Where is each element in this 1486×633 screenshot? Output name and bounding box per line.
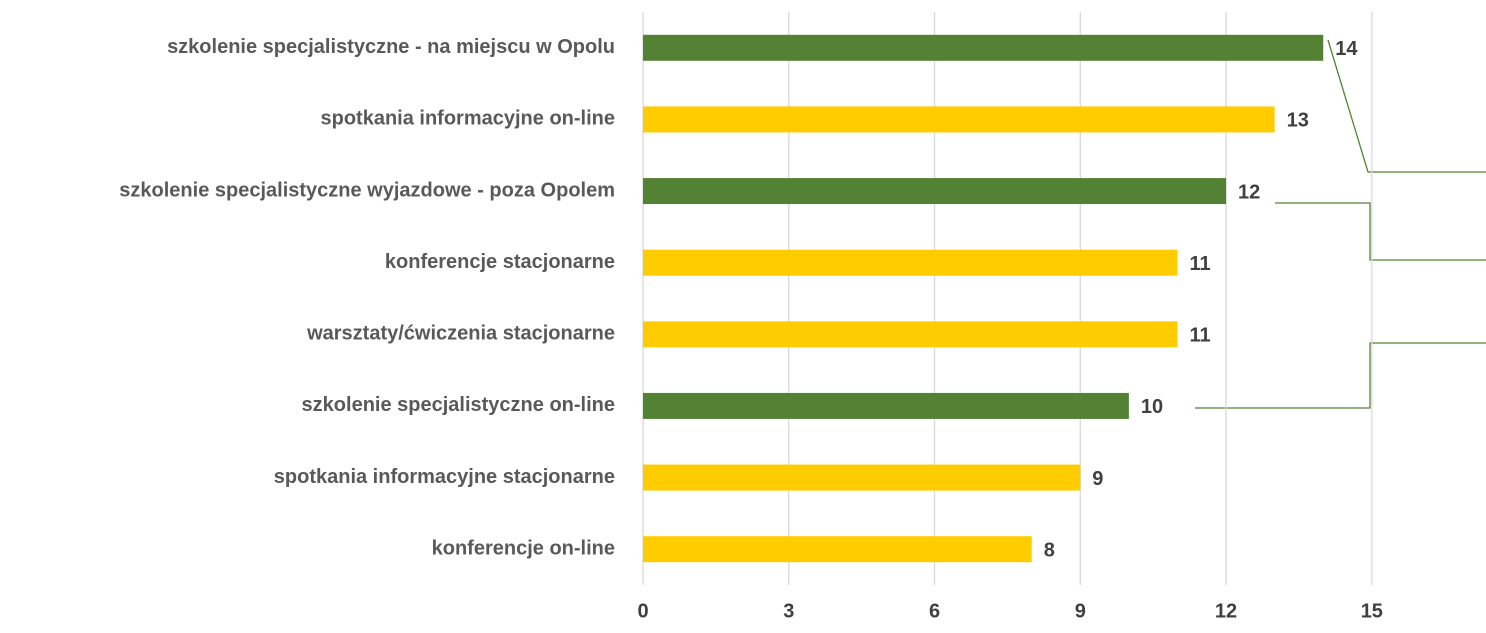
x-tick-label: 9 bbox=[1075, 600, 1086, 622]
y-tick-label: szkolenie specjalistyczne on-line bbox=[302, 394, 615, 416]
x-tick-label: 3 bbox=[783, 600, 794, 622]
y-tick-label: konferencje on-line bbox=[432, 537, 615, 559]
leader-line bbox=[1327, 39, 1486, 173]
bar bbox=[643, 34, 1324, 61]
y-tick-label: konferencje stacjonarne bbox=[385, 251, 615, 273]
bar bbox=[643, 106, 1275, 133]
value-label: 14 bbox=[1335, 38, 1358, 60]
value-label: 13 bbox=[1287, 110, 1309, 132]
y-tick-label: szkolenie specjalistyczne wyjazdowe - po… bbox=[119, 179, 615, 201]
y-tick-label: warsztaty/ćwiczenia stacjonarne bbox=[306, 323, 615, 345]
value-label: 8 bbox=[1044, 539, 1055, 561]
x-tick-label: 12 bbox=[1215, 600, 1237, 622]
x-tick-label: 0 bbox=[637, 600, 648, 622]
bar bbox=[643, 178, 1227, 205]
bar bbox=[643, 249, 1178, 276]
y-tick-label: szkolenie specjalistyczne - na miejscu w… bbox=[167, 36, 615, 58]
value-label: 9 bbox=[1092, 468, 1103, 490]
bar bbox=[643, 321, 1178, 348]
value-label: 12 bbox=[1238, 181, 1260, 203]
value-label: 10 bbox=[1141, 396, 1163, 418]
y-tick-label: spotkania informacyjne stacjonarne bbox=[274, 466, 615, 488]
leader-line bbox=[1195, 342, 1486, 409]
value-label: 11 bbox=[1189, 253, 1210, 275]
bar bbox=[643, 464, 1081, 491]
value-label: 11 bbox=[1189, 325, 1210, 347]
leader-line bbox=[1275, 202, 1486, 261]
bar bbox=[643, 536, 1032, 563]
bar bbox=[643, 392, 1129, 419]
y-tick-label: spotkania informacyjne on-line bbox=[320, 108, 615, 130]
x-tick-label: 6 bbox=[929, 600, 940, 622]
x-tick-label: 15 bbox=[1361, 600, 1383, 622]
